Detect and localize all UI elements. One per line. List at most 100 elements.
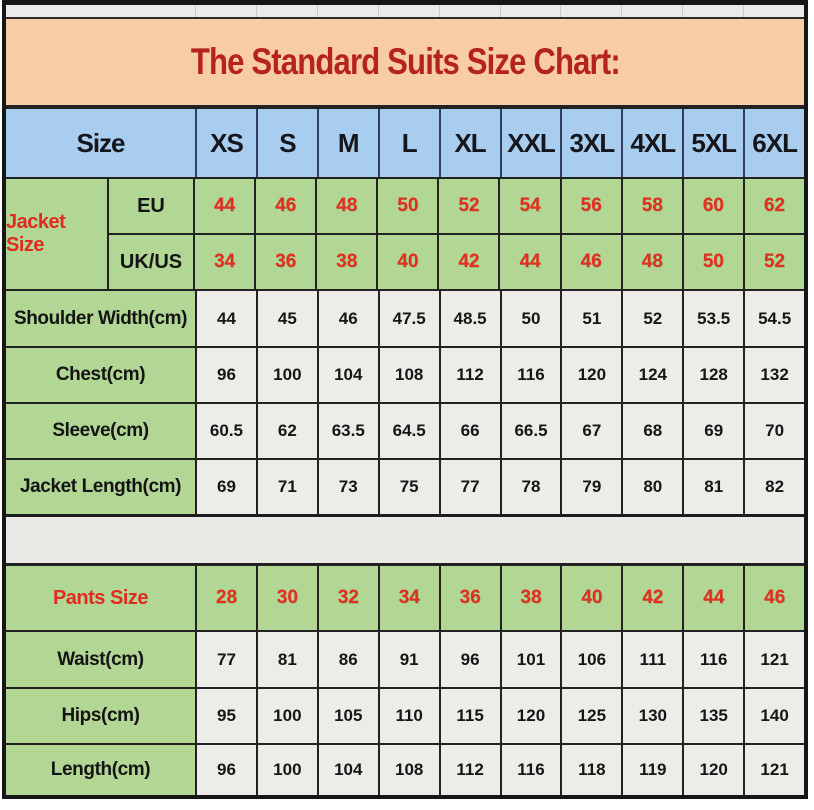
jacket-eu-value: 48 bbox=[315, 179, 376, 233]
sleeve-value: 69 bbox=[682, 404, 743, 458]
length-value: 116 bbox=[499, 745, 561, 795]
sleeve-label: Sleeve(cm) bbox=[6, 404, 195, 458]
hips-value: 130 bbox=[621, 689, 682, 743]
jacket-length-value: 71 bbox=[255, 460, 317, 514]
hips-value: 105 bbox=[316, 689, 378, 743]
size-column-header: L bbox=[377, 109, 439, 177]
chart-title-bar: The Standard Suits Size Chart: bbox=[6, 17, 804, 105]
sleeve-row: Sleeve(cm) 60.5 62 63.5 64.5 66 66.5 67 68 69 70 bbox=[6, 402, 804, 458]
jacket-eu-label: EU bbox=[107, 179, 193, 233]
jacket-eu-value: 50 bbox=[376, 179, 437, 233]
section-separator bbox=[6, 514, 804, 563]
shoulder-width-value: 46 bbox=[316, 291, 378, 346]
top-gridline-strip bbox=[6, 5, 804, 17]
jacket-length-value: 73 bbox=[316, 460, 378, 514]
shoulder-width-value: 44 bbox=[195, 291, 256, 346]
waist-row: Waist(cm) 77 81 86 91 96 101 106 111 116 121 bbox=[6, 630, 804, 687]
waist-value: 106 bbox=[560, 632, 621, 687]
jacket-length-value: 69 bbox=[195, 460, 256, 514]
sleeve-value: 64.5 bbox=[377, 404, 439, 458]
jacket-eu-value: 52 bbox=[437, 179, 498, 233]
sleeve-value: 63.5 bbox=[316, 404, 378, 458]
jacket-length-value: 75 bbox=[377, 460, 439, 514]
sleeve-value: 68 bbox=[621, 404, 682, 458]
size-column-header: 6XL bbox=[743, 109, 804, 177]
shoulder-width-value: 53.5 bbox=[682, 291, 743, 346]
pants-size-value: 28 bbox=[195, 566, 256, 630]
sleeve-value: 60.5 bbox=[195, 404, 256, 458]
hips-value: 120 bbox=[499, 689, 561, 743]
jacket-ukus-values: 34 36 38 40 42 44 46 48 50 52 bbox=[193, 235, 804, 289]
chest-value: 124 bbox=[621, 348, 682, 402]
size-column-header: 5XL bbox=[682, 109, 743, 177]
size-header-columns: XS S M L XL XXL 3XL 4XL 5XL 6XL bbox=[195, 109, 804, 177]
size-column-header: M bbox=[316, 109, 378, 177]
jacket-ukus-value: 42 bbox=[437, 235, 498, 289]
chest-value: 100 bbox=[255, 348, 317, 402]
jacket-ukus-value: 50 bbox=[681, 235, 743, 289]
length-value: 120 bbox=[682, 745, 743, 795]
chest-value: 120 bbox=[560, 348, 621, 402]
jacket-ukus-value: 40 bbox=[376, 235, 437, 289]
chest-value: 116 bbox=[499, 348, 561, 402]
jacket-eu-value: 46 bbox=[254, 179, 315, 233]
shoulder-width-value: 45 bbox=[255, 291, 317, 346]
shoulder-width-value: 51 bbox=[560, 291, 621, 346]
size-header-row: Size XS S M L XL XXL 3XL 4XL 5XL 6XL bbox=[6, 105, 804, 177]
jacket-eu-value: 58 bbox=[620, 179, 682, 233]
jacket-eu-value: 56 bbox=[559, 179, 621, 233]
waist-value: 77 bbox=[195, 632, 256, 687]
chest-value: 108 bbox=[377, 348, 439, 402]
pants-size-value: 32 bbox=[316, 566, 378, 630]
jacket-ukus-value: 36 bbox=[254, 235, 315, 289]
shoulder-width-row: Shoulder Width(cm) 44 45 46 47.5 48.5 50 51 52 5… bbox=[6, 289, 804, 346]
pants-size-value: 30 bbox=[255, 566, 317, 630]
size-column-header: 4XL bbox=[621, 109, 682, 177]
pants-size-label: Pants Size bbox=[52, 586, 149, 609]
pants-size-value: 38 bbox=[499, 566, 561, 630]
length-row: Length(cm) 96 100 104 108 112 116 118 119 120 121 bbox=[6, 743, 804, 795]
shoulder-width-values: 44 45 46 47.5 48.5 50 51 52 53.5 54.5 bbox=[195, 291, 804, 346]
jacket-length-value: 79 bbox=[560, 460, 621, 514]
length-value: 112 bbox=[438, 745, 500, 795]
jacket-size-rows: EU 44 46 48 50 52 54 56 58 60 62 UK/US 34 36 38 40 42… bbox=[107, 179, 804, 289]
sleeve-value: 66.5 bbox=[499, 404, 561, 458]
chest-value: 104 bbox=[316, 348, 378, 402]
hips-value: 140 bbox=[743, 689, 804, 743]
shoulder-width-value: 50 bbox=[499, 291, 561, 346]
sleeve-value: 70 bbox=[743, 404, 804, 458]
waist-value: 91 bbox=[377, 632, 439, 687]
shoulder-width-value: 47.5 bbox=[377, 291, 439, 346]
shoulder-width-label: Shoulder Width(cm) bbox=[6, 291, 195, 346]
chest-value: 132 bbox=[743, 348, 804, 402]
jacket-length-label: Jacket Length(cm) bbox=[6, 460, 195, 514]
waist-value: 86 bbox=[316, 632, 378, 687]
size-column-header: 3XL bbox=[560, 109, 621, 177]
pants-size-value: 46 bbox=[743, 566, 804, 630]
length-value: 96 bbox=[195, 745, 256, 795]
length-value: 119 bbox=[621, 745, 682, 795]
sleeve-value: 66 bbox=[438, 404, 500, 458]
shoulder-width-value: 54.5 bbox=[743, 291, 804, 346]
length-values: 96 100 104 108 112 116 118 119 120 121 bbox=[195, 745, 804, 795]
hips-value: 110 bbox=[377, 689, 439, 743]
length-value: 108 bbox=[377, 745, 439, 795]
hips-value: 95 bbox=[195, 689, 256, 743]
shoulder-width-value: 52 bbox=[621, 291, 682, 346]
page-title: The Standard Suits Size Chart: bbox=[190, 41, 620, 82]
waist-value: 116 bbox=[682, 632, 743, 687]
waist-label: Waist(cm) bbox=[6, 632, 195, 687]
pants-size-values: 28 30 32 34 36 38 40 42 44 46 bbox=[195, 566, 804, 630]
jacket-eu-value: 60 bbox=[681, 179, 743, 233]
size-column-header: XXL bbox=[499, 109, 561, 177]
length-label: Length(cm) bbox=[6, 745, 195, 795]
jacket-eu-value: 44 bbox=[193, 179, 254, 233]
sleeve-value: 67 bbox=[560, 404, 621, 458]
length-value: 100 bbox=[255, 745, 317, 795]
hips-values: 95 100 105 110 115 120 125 130 135 140 bbox=[195, 689, 804, 743]
waist-value: 111 bbox=[621, 632, 682, 687]
hips-value: 125 bbox=[560, 689, 621, 743]
pants-size-value: 40 bbox=[560, 566, 621, 630]
chest-values: 96 100 104 108 112 116 120 124 128 132 bbox=[195, 348, 804, 402]
hips-value: 100 bbox=[255, 689, 317, 743]
